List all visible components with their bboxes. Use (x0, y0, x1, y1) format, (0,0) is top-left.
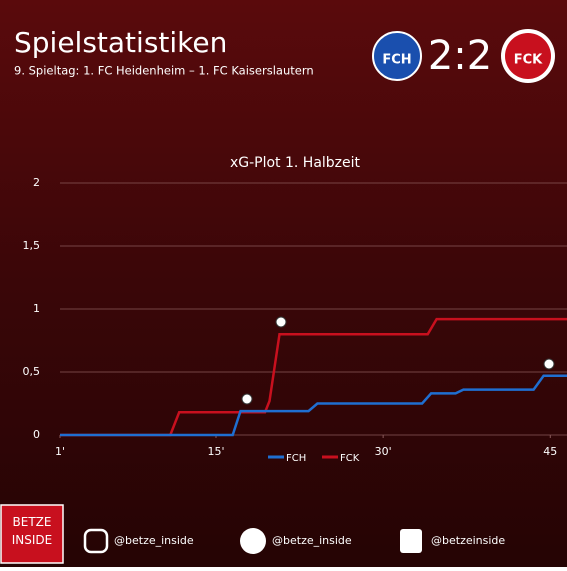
score: 2:2 (428, 33, 492, 79)
x-tick-label: 30' (375, 445, 392, 458)
y-tick-label: 1,5 (23, 239, 41, 252)
ball-icon (242, 394, 252, 404)
y-tick-label: 2 (33, 176, 40, 189)
ball-icon (276, 317, 286, 327)
legend-label: FCK (340, 453, 360, 464)
x-tick-label: 1' (55, 445, 65, 458)
twitter: @betze_inside (272, 534, 352, 547)
away-logo-text: FCK (514, 53, 543, 68)
y-tick-label: 1 (33, 302, 40, 315)
y-tick-label: 0 (33, 428, 40, 441)
legend-label: FCH (286, 453, 306, 464)
y-tick-label: 0,5 (23, 365, 41, 378)
chart-title: xG-Plot 1. Halbzeit (230, 155, 361, 171)
facebook-icon (400, 529, 422, 553)
ball-icon (544, 359, 554, 369)
subtitle: 9. Spieltag: 1. FC Heidenheim – 1. FC Ka… (14, 64, 314, 78)
facebook: @betzeinside (431, 534, 505, 547)
instagram: @betze_inside (114, 534, 194, 547)
title: Spielstatistiken (14, 26, 227, 59)
x-tick-label: 15' (207, 445, 224, 458)
home-logo-text: FCH (382, 53, 411, 68)
twitter-icon (240, 528, 266, 554)
x-tick-label: 45 (543, 445, 557, 458)
